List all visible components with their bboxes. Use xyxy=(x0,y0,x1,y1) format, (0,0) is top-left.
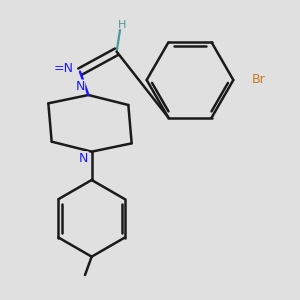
Text: Br: Br xyxy=(252,74,266,86)
Text: N: N xyxy=(79,152,88,165)
Text: N: N xyxy=(75,80,85,93)
Text: H: H xyxy=(118,20,126,30)
Text: =N: =N xyxy=(53,62,73,75)
